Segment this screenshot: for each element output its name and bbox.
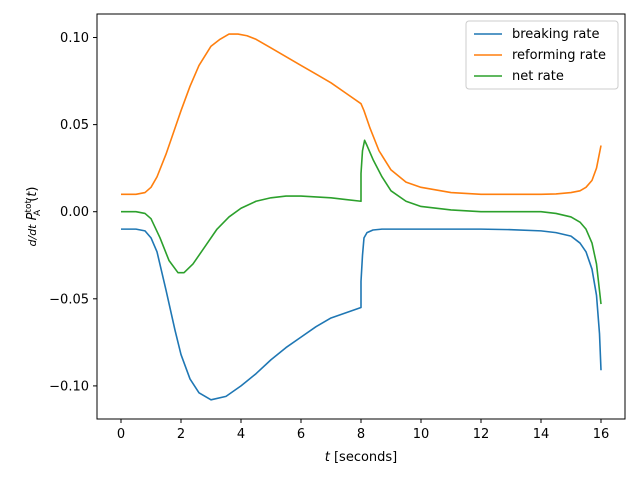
- series-line-reforming-rate: [121, 33, 602, 196]
- series-line-breaking-rate: [121, 228, 602, 401]
- y-tick-label: 0.00: [60, 205, 89, 220]
- legend-label-breaking-rate: breaking rate: [512, 27, 599, 42]
- x-tick-label: 2: [177, 427, 185, 442]
- x-tick-label: 8: [357, 427, 365, 442]
- x-tick-label: 10: [413, 427, 430, 442]
- x-tick-label: 14: [533, 427, 550, 442]
- x-tick-label: 12: [473, 427, 490, 442]
- y-tick-label: −0.10: [49, 379, 89, 394]
- legend: breaking rate reforming rate net rate: [465, 20, 619, 90]
- y-tick-label: 0.10: [60, 31, 89, 46]
- svg-text:d/dt PtotA(t): d/dt PtotA(t): [24, 187, 43, 247]
- y-tick-label: 0.05: [60, 118, 89, 133]
- y-tick-label: −0.05: [49, 292, 89, 307]
- x-tick-label: 0: [117, 427, 125, 442]
- series-layer: [121, 33, 602, 401]
- y-axis-label: d/dt PtotA(t): [24, 187, 43, 247]
- legend-frame: [465, 20, 619, 90]
- x-axis-label: t [seconds]: [325, 450, 398, 465]
- x-tick-label: 4: [237, 427, 245, 442]
- x-ticks: 0 2 4 6 8 10 12 14 16: [117, 419, 609, 442]
- x-tick-label: 16: [593, 427, 610, 442]
- legend-label-reforming-rate: reforming rate: [512, 48, 606, 63]
- legend-label-net-rate: net rate: [512, 69, 564, 84]
- series-line-net-rate: [121, 139, 602, 305]
- y-ticks: −0.10 −0.05 0.00 0.05 0.10: [49, 31, 97, 394]
- x-tick-label: 6: [297, 427, 305, 442]
